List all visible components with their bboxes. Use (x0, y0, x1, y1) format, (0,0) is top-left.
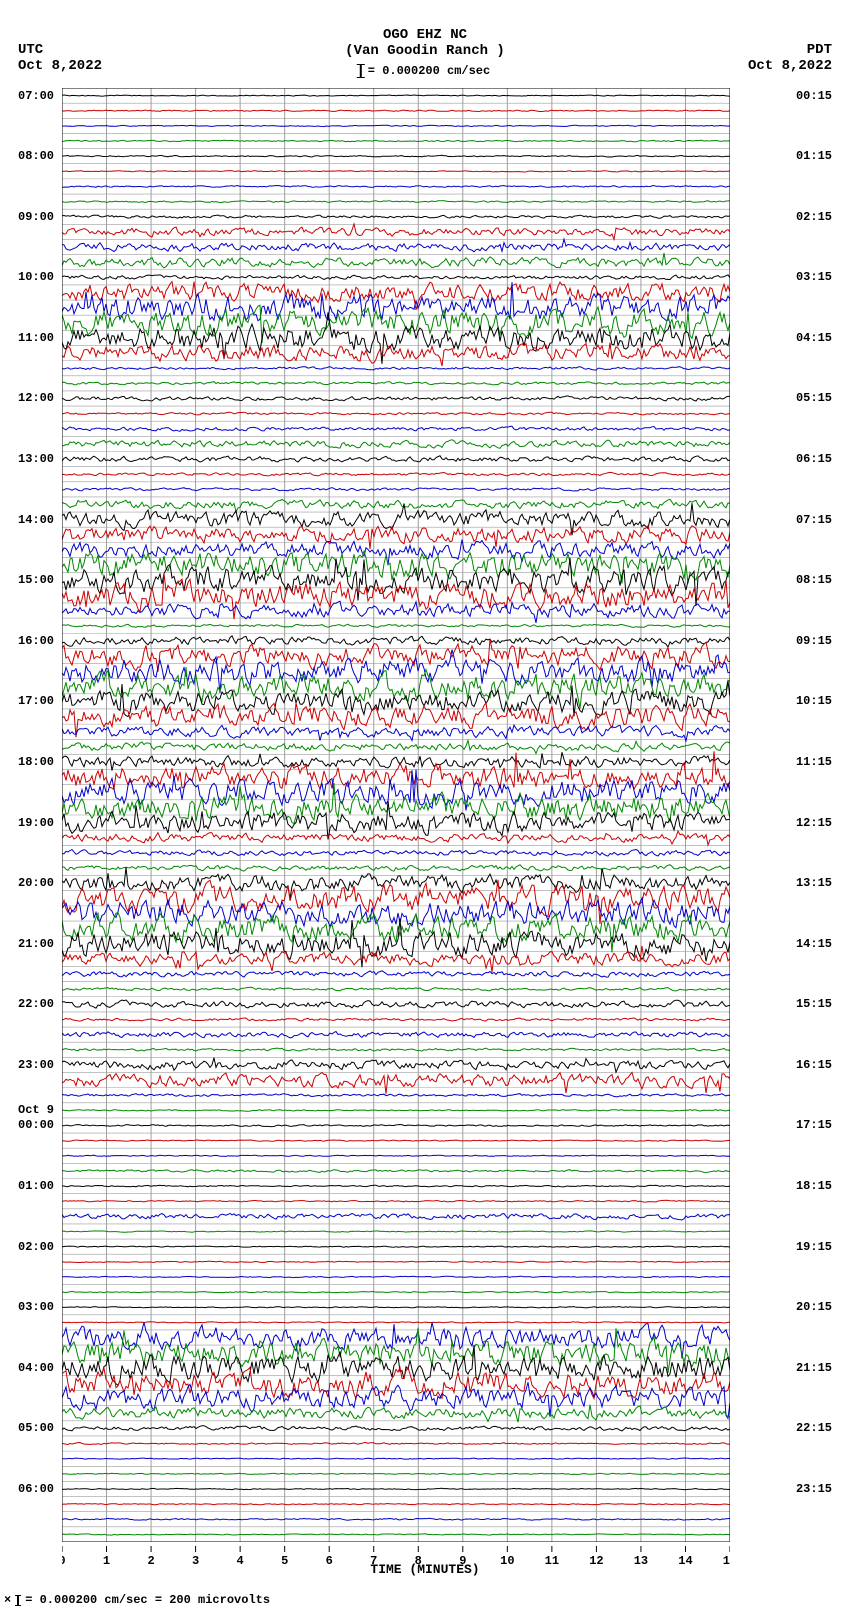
right-time-label: 17:15 (796, 1118, 832, 1132)
right-timezone: PDT Oct 8,2022 (748, 42, 832, 74)
left-tz-date: Oct 8,2022 (18, 58, 102, 74)
right-time-label: 11:15 (796, 755, 832, 769)
right-time-label: 23:15 (796, 1482, 832, 1496)
right-time-label: 19:15 (796, 1240, 832, 1254)
right-time-label: 03:15 (796, 270, 832, 284)
left-time-label: 00:00 (18, 1118, 54, 1132)
right-time-label: 00:15 (796, 89, 832, 103)
left-time-label: 23:00 (18, 1058, 54, 1072)
right-time-label: 07:15 (796, 513, 832, 527)
right-time-label: 13:15 (796, 876, 832, 890)
left-time-label: 10:00 (18, 270, 54, 284)
station-title: OGO EHZ NC (0, 27, 850, 43)
left-time-label: 17:00 (18, 694, 54, 708)
right-time-label: 15:15 (796, 997, 832, 1011)
right-time-label: 10:15 (796, 694, 832, 708)
left-timezone: UTC Oct 8,2022 (18, 42, 102, 74)
chart-header: OGO EHZ NC (Van Goodin Ranch ) (0, 27, 850, 59)
right-time-label: 04:15 (796, 331, 832, 345)
right-time-label: 14:15 (796, 937, 832, 951)
helicorder-container: OGO EHZ NC (Van Goodin Ranch ) = 0.00020… (0, 0, 850, 1613)
left-time-label: 18:00 (18, 755, 54, 769)
left-time-label: 12:00 (18, 391, 54, 405)
left-time-label: 16:00 (18, 634, 54, 648)
footer-prefix: × (4, 1593, 11, 1607)
right-tz-label: PDT (748, 42, 832, 58)
left-time-label: 03:00 (18, 1300, 54, 1314)
left-time-label: Oct 9 (18, 1103, 54, 1117)
right-time-label: 16:15 (796, 1058, 832, 1072)
left-time-label: 05:00 (18, 1421, 54, 1435)
left-time-label: 21:00 (18, 937, 54, 951)
scale-bar-icon (360, 64, 362, 78)
right-time-label: 06:15 (796, 452, 832, 466)
right-time-label: 22:15 (796, 1421, 832, 1435)
left-time-label: 08:00 (18, 149, 54, 163)
helicorder-svg (62, 88, 730, 1542)
right-time-label: 08:15 (796, 573, 832, 587)
left-time-label: 22:00 (18, 997, 54, 1011)
station-subtitle: (Van Goodin Ranch ) (0, 43, 850, 59)
right-time-label: 05:15 (796, 391, 832, 405)
footer-scale: × = 0.000200 cm/sec = 200 microvolts (4, 1593, 270, 1607)
scale-indicator: = 0.000200 cm/sec (360, 64, 490, 78)
pdt-time-labels: 00:15 01:15 02:15 03:15 04:15 05:15 06:15 07:15… (788, 88, 832, 1542)
footer-text: = 0.000200 cm/sec = 200 microvolts (25, 1593, 270, 1607)
left-time-label: 19:00 (18, 816, 54, 830)
left-time-label: 04:00 (18, 1361, 54, 1375)
right-time-label: 20:15 (796, 1300, 832, 1314)
right-time-label: 21:15 (796, 1361, 832, 1375)
left-time-label: 06:00 (18, 1482, 54, 1496)
left-tz-label: UTC (18, 42, 102, 58)
left-time-label: 01:00 (18, 1179, 54, 1193)
utc-time-labels: 07:00 08:00 09:00 10:00 11:00 12:00 13:00 14:00… (18, 88, 62, 1542)
footer-bar-icon (17, 1595, 19, 1606)
right-time-label: 18:15 (796, 1179, 832, 1193)
x-axis-label: TIME (MINUTES) (0, 1562, 850, 1577)
right-time-label: 02:15 (796, 210, 832, 224)
right-time-label: 09:15 (796, 634, 832, 648)
right-time-label: 12:15 (796, 816, 832, 830)
right-tz-date: Oct 8,2022 (748, 58, 832, 74)
left-time-label: 14:00 (18, 513, 54, 527)
left-time-label: 07:00 (18, 89, 54, 103)
left-time-label: 15:00 (18, 573, 54, 587)
left-time-label: 11:00 (18, 331, 54, 345)
helicorder-plot (62, 88, 730, 1542)
scale-text: = 0.000200 cm/sec (368, 64, 490, 78)
left-time-label: 20:00 (18, 876, 54, 890)
left-time-label: 09:00 (18, 210, 54, 224)
left-time-label: 02:00 (18, 1240, 54, 1254)
right-time-label: 01:15 (796, 149, 832, 163)
left-time-label: 13:00 (18, 452, 54, 466)
